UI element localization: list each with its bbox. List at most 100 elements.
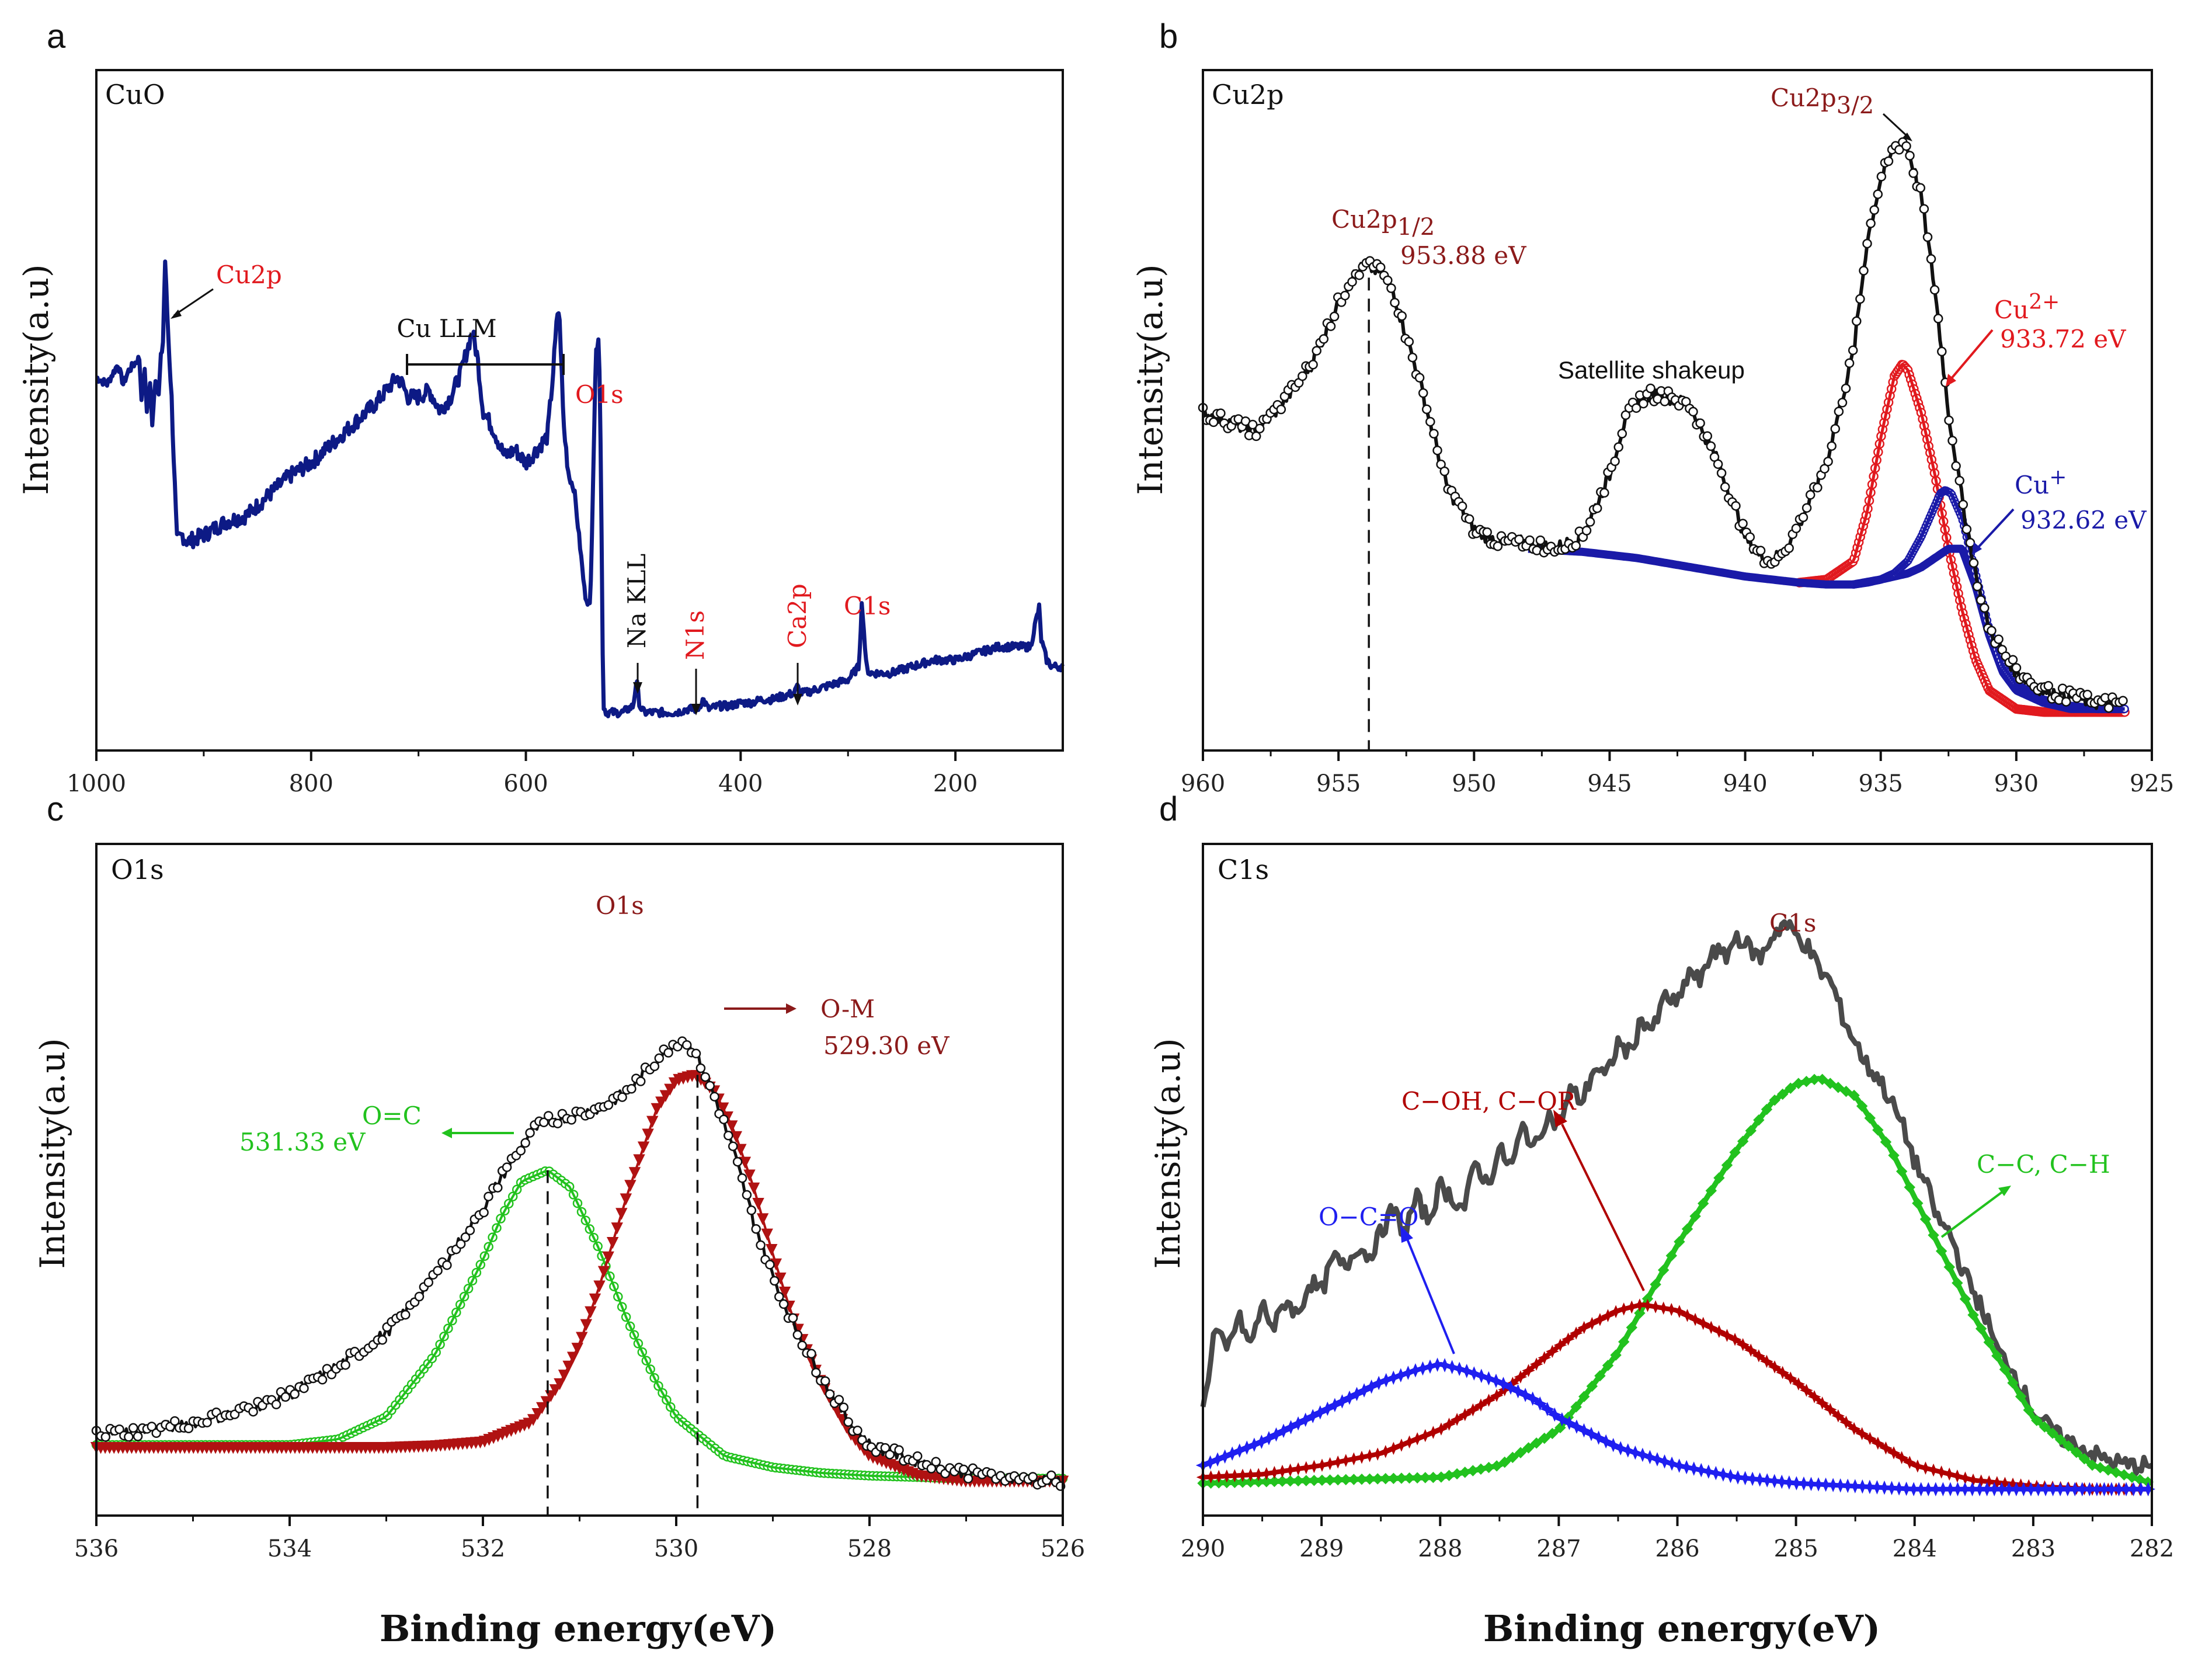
- panel-d-coh-marker: [1212, 1469, 1226, 1483]
- panel-c-measured-marker: [442, 1260, 452, 1270]
- panel-d-cc-marker: [1316, 1474, 1328, 1486]
- panel-d-xtick-label: 284: [1893, 1535, 1937, 1562]
- panel-b-measured-marker: [1862, 238, 1872, 249]
- panel-d-coh-marker: [1895, 1451, 1908, 1464]
- panel-b-measured-marker: [1720, 482, 1730, 492]
- panel-c-measured-marker: [681, 1040, 692, 1050]
- panel-d-coh-marker: [1204, 1470, 1218, 1483]
- panel-c-measured-marker: [774, 1292, 784, 1302]
- annotation-cu2plus-arrowhead: [1946, 374, 1956, 387]
- annotation-cuplus-sup: +: [2049, 465, 2067, 489]
- panel-letter-c: c: [47, 790, 64, 828]
- panel-d-ocoo-marker: [1745, 1471, 1760, 1486]
- panel-d-ocoo-marker: [1694, 1462, 1709, 1478]
- panel-b-measured-marker: [1660, 397, 1670, 406]
- panel-d-cc-marker: [2031, 1415, 2043, 1426]
- panel-d-ocoo-marker: [1738, 1471, 1752, 1486]
- panel-c-measured-marker: [401, 1309, 411, 1320]
- annotation-cuplus-arrow: [1976, 508, 2015, 550]
- panel-d-ocoo-marker: [1591, 1430, 1606, 1445]
- panel-b-measured-marker: [1617, 429, 1627, 439]
- panel-d-ocoo-marker: [1759, 1473, 1775, 1488]
- annotation-o1s: O1s: [575, 380, 624, 409]
- panel-b-measured-marker: [1866, 218, 1876, 228]
- panel-d-coh-marker: [1482, 1394, 1495, 1407]
- panel-b-background-line: [1526, 544, 2127, 713]
- panel-d-cc-marker: [1396, 1472, 1407, 1484]
- panel-b-measured-marker: [1944, 415, 1954, 425]
- panel-d-cc-marker: [1975, 1323, 1987, 1335]
- panel-d-ylabel: Intensity(a.u): [1148, 1038, 1188, 1269]
- panel-a-xtick-label: 600: [503, 770, 548, 797]
- panel-d-cc-marker: [1737, 1135, 1749, 1147]
- panel-d-coh-marker: [1427, 1426, 1440, 1439]
- panel-c-measured-marker: [493, 1183, 503, 1193]
- panel-d-ocoo-marker: [1679, 1460, 1694, 1475]
- panel-d-coh-marker: [1863, 1431, 1877, 1445]
- annotation-coh-arrow: [1561, 1124, 1645, 1291]
- panel-d-ocoo-marker: [1320, 1401, 1335, 1416]
- panel-c-measured-marker: [183, 1423, 194, 1434]
- panel-b-measured-marker: [1791, 523, 1801, 534]
- panel-b-measured-marker: [1987, 626, 1997, 636]
- panel-b-measured-marker: [1695, 418, 1705, 428]
- panel-c-measured-marker: [502, 1162, 512, 1172]
- panel-d-cc-marker: [1864, 1112, 1876, 1124]
- panel-c-measured-marker: [290, 1389, 300, 1399]
- panel-d-coh-marker: [1696, 1316, 1710, 1330]
- panel-b-measured-marker: [1298, 371, 1307, 381]
- panel-d-cc-marker: [1745, 1125, 1757, 1137]
- panel-d-coh-marker: [1529, 1357, 1543, 1371]
- panel-b-measured-marker: [1929, 285, 1940, 295]
- panel-a-xtick-label: 400: [718, 770, 763, 797]
- panel-d-coh-marker: [1903, 1455, 1917, 1469]
- panel-b-measured-marker: [1801, 503, 1812, 513]
- panel-c-measured-marker: [719, 1114, 729, 1124]
- panel-b-measured-marker: [1908, 168, 1918, 178]
- panel-d-ocoo-marker: [1613, 1441, 1628, 1455]
- panel-d-ocoo-marker: [1650, 1452, 1665, 1467]
- panel-d-coh-marker: [1665, 1302, 1678, 1316]
- panel-c-measured-marker: [516, 1145, 526, 1156]
- panel-d-ocoo-marker: [1672, 1458, 1686, 1473]
- panel-d-coh-marker: [1681, 1309, 1694, 1322]
- panel-c-measured-marker: [465, 1225, 475, 1235]
- panel-b-measured-marker: [1713, 459, 1723, 469]
- annotation-ca2p: Ca2p: [783, 583, 812, 648]
- panel-c-measured-marker: [756, 1240, 766, 1250]
- panel-b-measured-marker: [1247, 419, 1258, 430]
- panel-d-cc-marker: [1705, 1185, 1717, 1197]
- panel-d-xtick-label: 286: [1655, 1535, 1699, 1562]
- annotation-cc-arrowhead: [1998, 1186, 2011, 1196]
- panel-d-ocoo-marker: [1554, 1412, 1570, 1427]
- panel-c-measured-marker: [552, 1118, 563, 1128]
- panel-d-ocoo-marker: [1240, 1440, 1254, 1455]
- panel-c-measured-marker: [820, 1376, 830, 1386]
- panel-c-measured-marker: [931, 1457, 941, 1467]
- annotation-cu2p-three-half-label: Cu2p3/2: [1771, 84, 1874, 119]
- panel-c-om-line: [96, 1074, 1063, 1483]
- panel-d-coh-marker: [1577, 1321, 1591, 1335]
- panel-d-c1s: 290 289 288 287 286 285 284 283 282: [1181, 843, 2174, 1562]
- panel-d-cc-marker: [1292, 1475, 1304, 1487]
- panel-d-ocoo-marker: [1716, 1467, 1731, 1482]
- panel-d-cc-marker: [1594, 1370, 1606, 1382]
- panel-d-cc-marker: [1308, 1475, 1320, 1486]
- panel-c-measured-marker: [202, 1417, 212, 1427]
- panel-a-ylabel: Intensity(a.u): [16, 264, 56, 495]
- panel-d-coh-marker: [1585, 1316, 1599, 1330]
- panel-d-coh-marker: [1784, 1371, 1797, 1385]
- panel-b-measured-marker: [2011, 663, 2022, 673]
- panel-d-cc-marker: [1507, 1451, 1519, 1464]
- panel-d-cc-marker: [1515, 1447, 1526, 1458]
- panel-b-measured-marker: [1961, 524, 1972, 534]
- panel-d-cc-marker: [1364, 1473, 1376, 1485]
- panel-d-cc-marker: [1808, 1073, 1820, 1086]
- panel-b-measured-marker: [1834, 406, 1844, 416]
- panel-b-measured-marker: [1276, 404, 1286, 415]
- panel-b-measured-marker: [1947, 436, 1957, 446]
- panel-d-ocoo-marker: [1840, 1478, 1855, 1493]
- panel-d-ocoo-marker: [1218, 1449, 1232, 1464]
- panel-b-measured-marker: [1827, 441, 1837, 451]
- panel-b-measured-marker: [1852, 316, 1862, 326]
